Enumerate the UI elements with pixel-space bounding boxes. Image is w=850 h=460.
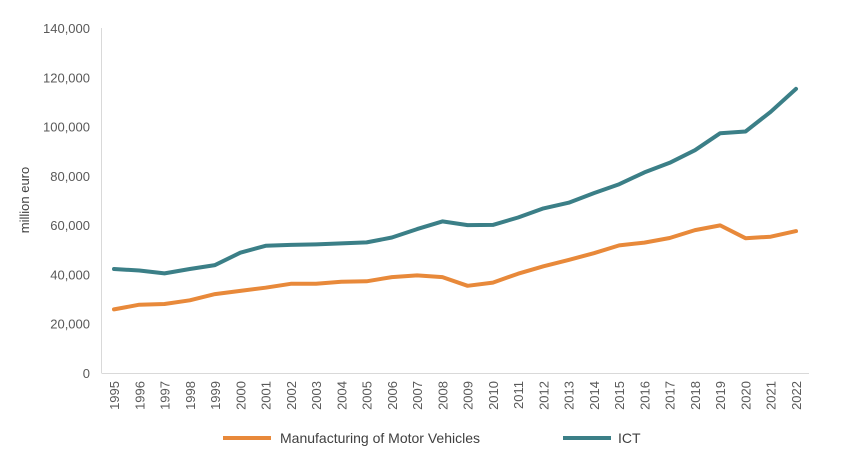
x-tick-label: 2018 <box>688 381 703 410</box>
x-tick-label: 2002 <box>284 381 299 410</box>
x-tick-label: 2000 <box>233 381 248 410</box>
x-tick-label: 2004 <box>334 381 349 410</box>
x-tick-label: 2016 <box>637 381 652 410</box>
x-tick-label: 1995 <box>107 381 122 410</box>
x-tick-label: 2017 <box>663 381 678 410</box>
series-line-motor-vehicles <box>112 223 798 312</box>
x-tick-label: 2013 <box>562 381 577 410</box>
x-tick-label: 2011 <box>511 381 526 409</box>
x-tick-label: 2010 <box>486 381 501 410</box>
x-tick-label: 1997 <box>158 381 173 410</box>
legend-label: ICT <box>618 430 641 446</box>
x-tick-label: 2003 <box>309 381 324 410</box>
x-tick-label: 2008 <box>435 381 450 410</box>
y-axis-label: million euro <box>17 167 32 233</box>
x-tick-label: 2005 <box>360 381 375 410</box>
y-tick-label: 40,000 <box>50 267 90 282</box>
x-tick-label: 2020 <box>738 381 753 410</box>
x-tick-label: 2021 <box>764 381 779 410</box>
x-tick-label: 1996 <box>132 381 147 410</box>
x-tick-label: 2019 <box>713 381 728 410</box>
x-tick-label: 2014 <box>587 381 602 410</box>
x-tick-label: 2001 <box>259 381 274 410</box>
x-tick-label: 2009 <box>461 381 476 410</box>
x-tick-label: 2015 <box>612 381 627 410</box>
y-tick-label: 100,000 <box>43 120 90 135</box>
y-tick-label: 120,000 <box>43 70 90 85</box>
x-tick-label: 1998 <box>183 381 198 410</box>
x-tick-label: 2007 <box>410 381 425 410</box>
x-tick-label: 2012 <box>536 381 551 410</box>
y-tick-label: 60,000 <box>50 218 90 233</box>
legend-label: Manufacturing of Motor Vehicles <box>280 430 480 446</box>
y-tick-label: 80,000 <box>50 169 90 184</box>
y-tick-label: 0 <box>83 366 90 381</box>
x-tick-label: 2022 <box>789 381 804 410</box>
x-tick-label: 2006 <box>385 381 400 410</box>
y-tick-label: 20,000 <box>50 317 90 332</box>
x-tick-label: 1999 <box>208 381 223 410</box>
y-tick-label: 140,000 <box>43 21 90 36</box>
series-line-ict <box>112 86 798 276</box>
